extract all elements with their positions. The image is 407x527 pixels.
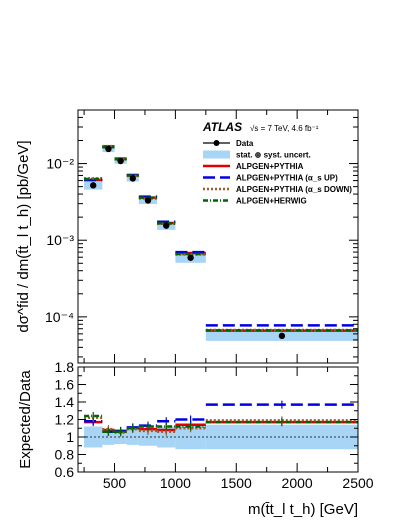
y-tick-label: 10⁻² (46, 156, 74, 172)
x-tick-label: 500 (103, 475, 127, 491)
energy-lumi-label: √s = 7 TeV, 4.6 fb⁻¹ (250, 124, 319, 133)
legend-entry-label: ALPGEN+PYTHIA (α_s UP) (236, 174, 338, 183)
main-panel: 10⁻² 10⁻³ 10⁻⁴ (45, 109, 359, 364)
ratio-y-tick-label: 1.8 (55, 359, 75, 375)
axis-titles: dσ^fid / dm(t̄t_l t_h) [pb/GeV] Expected/… (15, 140, 358, 518)
ratio-y-tick-label: 1.6 (55, 377, 75, 393)
ratio-y-tick-label: 1.4 (55, 394, 75, 410)
ratio-y-tick-label: 0.6 (55, 464, 75, 480)
y-tick-label: 10⁻³ (46, 232, 74, 248)
experiment-label: ATLAS (202, 120, 242, 134)
legend-entry-label: Data (236, 139, 254, 148)
data-point (278, 332, 286, 340)
ratio-y-tick-label: 0.8 (55, 447, 75, 463)
legend: ATLAS √s = 7 TeV, 4.6 fb⁻¹ Data stat. ⊕ sys… (202, 120, 352, 206)
legend-band-swatch (203, 150, 230, 159)
y-tick-label: 10⁻⁴ (45, 309, 74, 325)
ratio-y-tick-label: 1 (66, 429, 74, 445)
ratio-uncertainty-band-bin (126, 429, 139, 445)
legend-entry-label: ALPGEN+PYTHIA (α_s DOWN) (236, 185, 352, 194)
data-point (129, 175, 136, 182)
ratio-y-axis-title: Expected/Data (17, 370, 34, 469)
data-point (163, 222, 170, 229)
x-axis-title: m(t̄t_l t_h) [GeV] (248, 501, 358, 518)
ratio-uncertainty-band-bin (84, 426, 103, 448)
x-tick-label: 2500 (342, 475, 373, 491)
x-tick-label: 1500 (221, 475, 252, 491)
legend-entry-label: ALPGEN+PYTHIA (236, 162, 304, 171)
x-tick-label: 1000 (160, 475, 191, 491)
x-tick-label: 2000 (282, 475, 313, 491)
ratio-panel: 0.60.8 11.2 1.41.6 1.8 500 1000 1500 2000 2500 (55, 359, 374, 491)
main-plot-frame (77, 109, 359, 364)
data-point (90, 182, 97, 189)
data-point (117, 157, 124, 165)
legend-entry-label: ALPGEN+HERWIG (236, 197, 307, 206)
main-y-axis-title: dσ^fid / dm(t̄t_l t_h) [pb/GeV] (15, 140, 32, 332)
ratio-y-tick-label: 1.2 (55, 412, 75, 428)
legend-entry-label: stat. ⊕ syst. uncert. (236, 151, 311, 160)
data-point (144, 197, 152, 204)
legend-data-marker (213, 140, 220, 146)
data-point (105, 145, 112, 153)
ratio-uncertainty-band-bin (102, 429, 115, 445)
data-point (187, 254, 194, 261)
